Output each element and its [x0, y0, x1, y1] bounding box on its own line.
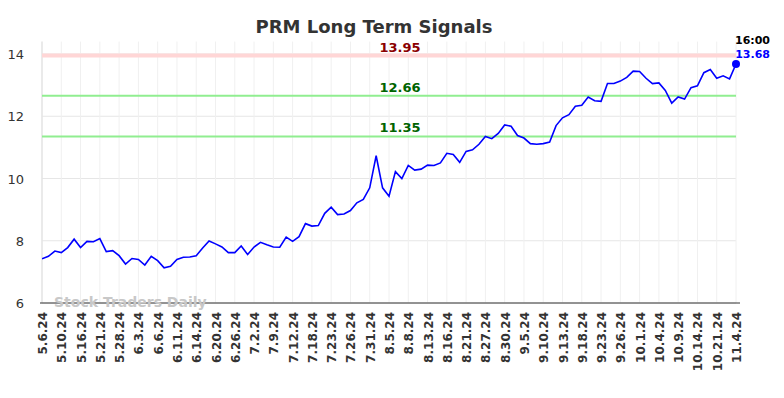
x-tick-label: 6.11.24: [171, 312, 185, 363]
x-tick-label: 7.18.24: [306, 312, 320, 363]
x-tick-label: 10.9.24: [672, 312, 686, 363]
grid-line-x: [234, 42, 235, 303]
grid-line-x: [331, 42, 332, 303]
grid-line-x: [42, 42, 43, 303]
x-tick-label: 8.5.24: [383, 312, 397, 355]
x-tick-label: 9.10.24: [537, 312, 551, 363]
x-tick-label: 9.13.24: [557, 312, 571, 363]
y-tick-label: 14: [7, 47, 24, 62]
chart: 6 8 10 12 14 5.6.24 5.10.24 5.16.24 5.21.24 5.28.…: [0, 0, 784, 398]
y-tick-label: 8: [16, 234, 24, 249]
x-tick-label: 8.30.24: [499, 312, 513, 363]
y-axis-line: [42, 42, 43, 303]
x-tick-label: 8.16.24: [441, 312, 455, 363]
x-tick-label: 8.8.24: [402, 312, 416, 355]
y-tick-label: 12: [7, 109, 24, 124]
price-line: [42, 64, 736, 268]
last-value-label: 13.68: [735, 48, 770, 61]
grid-line-x: [273, 42, 274, 303]
grid-line-x: [254, 42, 255, 303]
y-tick-label: 10: [7, 172, 24, 187]
x-tick-label: 5.28.24: [113, 312, 127, 363]
x-tick-label: 6.14.24: [190, 312, 204, 363]
x-tick-label: 5.16.24: [75, 312, 89, 363]
grid-line-x: [562, 42, 563, 303]
x-tick-label: 9.18.24: [576, 312, 590, 363]
grid-line-x: [61, 42, 62, 303]
grid-line-x: [581, 42, 582, 303]
grid-line-x: [119, 42, 120, 303]
x-tick-label: 10.1.24: [634, 312, 648, 363]
grid-line-x: [99, 42, 100, 303]
x-tick-label: 6.6.24: [152, 312, 166, 355]
grid-line-x: [736, 42, 737, 303]
x-tick-label: 9.23.24: [595, 312, 609, 363]
grid-line-x: [697, 42, 698, 303]
x-tick-label: 5.21.24: [94, 312, 108, 363]
x-tick-label: 8.13.24: [422, 312, 436, 363]
grid-line-x: [446, 42, 447, 303]
grid-line-x: [350, 42, 351, 303]
x-tick-label: 7.2.24: [248, 312, 262, 355]
x-tick-label: 10.14.24: [691, 312, 705, 371]
x-tick-label: 7.31.24: [364, 312, 378, 363]
grid-line-x: [427, 42, 428, 303]
grid-line-x: [504, 42, 505, 303]
grid-line-x: [138, 42, 139, 303]
x-tick-label: 6.3.24: [132, 312, 146, 355]
x-tick-label: 5.10.24: [55, 312, 69, 363]
grid-line-x: [80, 42, 81, 303]
x-tick-label: 11.4.24: [730, 312, 744, 363]
x-tick-label: 10.21.24: [711, 312, 725, 371]
reference-label: 12.66: [379, 80, 420, 95]
x-tick-label: 8.21.24: [460, 312, 474, 363]
grid-line-x: [523, 42, 524, 303]
x-tick-label: 7.12.24: [287, 312, 301, 363]
watermark: Stock Traders Daily: [54, 294, 207, 310]
grid-line-x: [215, 42, 216, 303]
x-tick-label: 6.20.24: [210, 312, 224, 363]
x-tick-label: 5.6.24: [36, 312, 50, 355]
x-tick-label: 6.26.24: [229, 312, 243, 363]
grid-line-x: [369, 42, 370, 303]
grid-line-x: [601, 42, 602, 303]
grid-line-x: [196, 42, 197, 303]
grid-line-x: [311, 42, 312, 303]
x-tick-label: 10.4.24: [653, 312, 667, 363]
plot-area: [42, 56, 736, 268]
x-tick-label: 8.27.24: [479, 312, 493, 363]
reference-line: [42, 135, 736, 137]
grid-line-x: [157, 42, 158, 303]
grid-line-x: [485, 42, 486, 303]
title: PRM Long Term Signals: [256, 16, 493, 37]
reference-label: 13.95: [379, 40, 420, 55]
grid-line-x: [292, 42, 293, 303]
grid-line-x: [176, 42, 177, 303]
reference-line: [42, 95, 736, 97]
grid-line-x: [678, 42, 679, 303]
last-point: [732, 60, 740, 68]
grid-line-x: [716, 42, 717, 303]
grid-line-x: [639, 42, 640, 303]
x-tick-label: 7.26.24: [344, 312, 358, 363]
grid-line-x: [543, 42, 544, 303]
grid-line-x: [466, 42, 467, 303]
time-annotation: 16:00: [735, 34, 770, 47]
grid-line-x: [658, 42, 659, 303]
y-tick-label: 6: [16, 296, 24, 311]
x-tick-label: 9.5.24: [518, 312, 532, 355]
x-tick-label: 7.23.24: [325, 312, 339, 363]
x-tick-label: 9.26.24: [614, 312, 628, 363]
reference-label: 11.35: [379, 120, 420, 135]
x-tick-label: 7.9.24: [267, 312, 281, 355]
